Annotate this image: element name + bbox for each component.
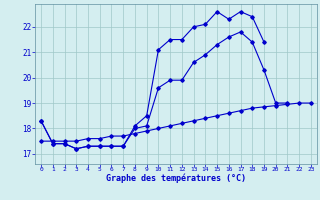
- X-axis label: Graphe des températures (°C): Graphe des températures (°C): [106, 174, 246, 183]
